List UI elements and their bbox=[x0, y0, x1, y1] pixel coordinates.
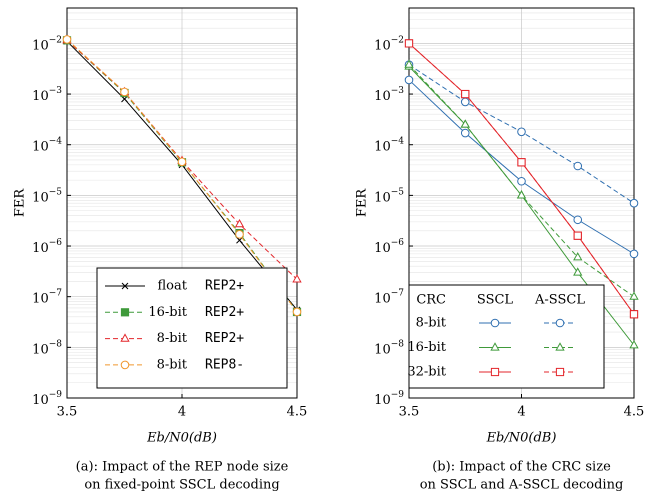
y-tick-label: 10−4 bbox=[374, 136, 404, 154]
marker bbox=[573, 252, 583, 261]
legend-marker bbox=[490, 318, 500, 328]
y-axis-label: FER bbox=[13, 188, 28, 218]
marker bbox=[460, 119, 470, 128]
marker bbox=[460, 97, 470, 107]
legend-marker bbox=[120, 360, 130, 370]
marker bbox=[629, 198, 639, 208]
marker bbox=[573, 231, 582, 240]
legend-marker bbox=[555, 342, 565, 351]
x-tick-label: 4 bbox=[178, 405, 186, 420]
marker bbox=[460, 128, 470, 138]
marker bbox=[404, 39, 414, 48]
legend-label: float bbox=[158, 279, 188, 294]
legend-label: 16-bit bbox=[148, 305, 187, 320]
y-tick-label: 10−3 bbox=[374, 86, 404, 104]
y-tick-label: 10−9 bbox=[32, 390, 62, 408]
marker bbox=[292, 307, 302, 317]
legend-node: REP2+ bbox=[205, 331, 244, 346]
y-tick-label: 10−9 bbox=[374, 390, 404, 408]
legend-marker bbox=[555, 318, 565, 328]
legend-node: REP8- bbox=[205, 357, 244, 372]
legend-marker bbox=[120, 333, 130, 342]
y-tick-label: 10−7 bbox=[374, 288, 404, 306]
marker bbox=[292, 274, 302, 283]
marker bbox=[517, 158, 526, 167]
x-tick-label: 4.5 bbox=[624, 405, 645, 420]
marker bbox=[573, 161, 583, 171]
legend-label: 8-bit bbox=[416, 316, 447, 331]
caption: on SSCL and A-SSCL decoding bbox=[420, 478, 624, 493]
marker bbox=[573, 267, 583, 276]
legend-label: 32-bit bbox=[407, 365, 446, 380]
marker bbox=[517, 127, 526, 137]
marker bbox=[517, 176, 526, 186]
legend-column: SSCL bbox=[477, 293, 514, 308]
marker bbox=[629, 291, 639, 300]
legend-label: 16-bit bbox=[407, 340, 446, 355]
legend-label: 8-bit bbox=[157, 331, 188, 346]
marker bbox=[120, 87, 129, 97]
caption: (a): Impact of the REP node size bbox=[76, 460, 289, 475]
marker bbox=[177, 157, 187, 167]
marker bbox=[62, 35, 72, 44]
x-tick-label: 3.5 bbox=[57, 405, 78, 420]
y-axis-label: FER bbox=[355, 188, 370, 218]
marker bbox=[573, 215, 583, 225]
x-axis-label: Eb/N0(dB) bbox=[146, 431, 217, 446]
marker bbox=[404, 59, 414, 68]
marker bbox=[629, 310, 639, 319]
legend-marker bbox=[121, 282, 129, 290]
y-tick-label: 10−2 bbox=[32, 35, 62, 53]
marker bbox=[629, 340, 639, 349]
y-tick-label: 10−3 bbox=[32, 86, 62, 104]
legend-label: 8-bit bbox=[157, 357, 188, 372]
marker bbox=[235, 230, 244, 239]
legend-box bbox=[408, 284, 605, 389]
x-axis-label: Eb/N0(dB) bbox=[486, 431, 557, 446]
legend-node: REP2+ bbox=[205, 305, 244, 320]
y-tick-label: 10−8 bbox=[374, 339, 404, 357]
marker bbox=[234, 218, 245, 228]
y-tick-label: 10−4 bbox=[32, 136, 62, 154]
plot-frame bbox=[66, 7, 298, 399]
legend-marker bbox=[490, 342, 500, 351]
y-tick-label: 10−7 bbox=[32, 288, 62, 306]
legend-marker bbox=[490, 367, 500, 377]
x-tick-label: 3.5 bbox=[399, 405, 420, 420]
marker bbox=[516, 190, 527, 199]
x-tick-label: 4.5 bbox=[287, 405, 308, 420]
marker bbox=[461, 89, 470, 99]
legend-marker bbox=[555, 367, 565, 377]
marker bbox=[236, 236, 243, 244]
legend-title: CRC bbox=[416, 293, 446, 308]
marker bbox=[404, 75, 414, 85]
legend-marker bbox=[120, 308, 130, 317]
legend-node: REP2+ bbox=[205, 279, 244, 294]
x-tick-label: 4 bbox=[517, 405, 525, 420]
legend-box bbox=[96, 267, 288, 389]
y-tick-label: 10−2 bbox=[374, 35, 404, 53]
legend-column: A-SSCL bbox=[534, 293, 585, 308]
y-tick-label: 10−6 bbox=[374, 238, 404, 256]
y-tick-label: 10−5 bbox=[374, 187, 404, 205]
y-tick-label: 10−5 bbox=[32, 187, 62, 205]
caption: (b): Impact of the CRC size bbox=[432, 460, 611, 475]
y-tick-label: 10−8 bbox=[32, 339, 62, 357]
caption: on fixed-point SSCL decoding bbox=[84, 478, 279, 493]
marker bbox=[629, 249, 639, 259]
y-tick-label: 10−6 bbox=[32, 238, 62, 256]
